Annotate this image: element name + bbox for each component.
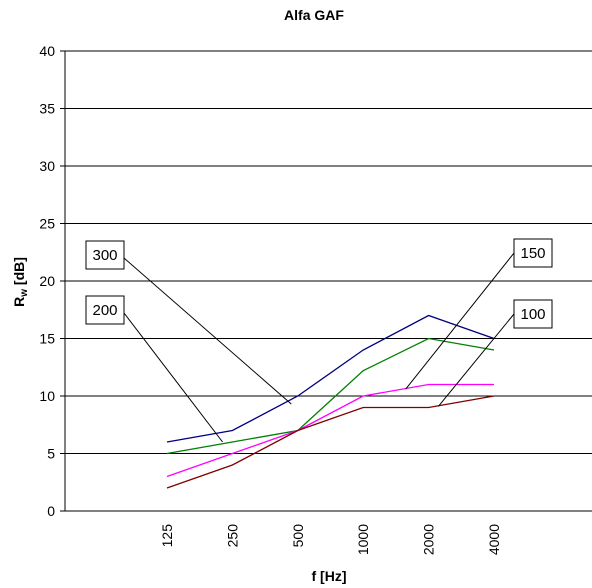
y-tick-label: 30	[39, 158, 55, 174]
series-line-100	[166, 395, 495, 489]
x-tick-label: 2000	[421, 524, 437, 555]
x-axis-label: f [Hz]	[312, 568, 347, 584]
y-tick-label: 5	[47, 446, 55, 462]
y-axis-label-unit: [dB]	[11, 257, 27, 289]
y-tick-label: 10	[39, 388, 55, 404]
y-tick-label: 35	[39, 101, 55, 117]
callout-label-150: 150	[520, 245, 545, 262]
callout-leader-150	[405, 252, 515, 390]
gridlines	[65, 50, 592, 454]
y-axis-label-sub: w	[19, 289, 30, 298]
x-tick-label: 4000	[486, 524, 502, 555]
series-line-150	[166, 383, 494, 478]
x-tick-label: 250	[224, 524, 240, 548]
y-tick-label: 0	[47, 503, 55, 519]
series-line-200	[166, 337, 495, 455]
x-axis-ticks: 125 250 500 1000 2000 4000	[159, 524, 502, 555]
y-tick-label: 15	[39, 331, 55, 347]
callout-box-150	[513, 238, 553, 268]
y-axis-label: Rw [dB]	[11, 257, 30, 307]
series-line-300	[166, 314, 495, 443]
y-tick-label: 40	[39, 43, 55, 59]
y-tick-label: 20	[39, 273, 55, 289]
y-axis-label-main: R	[11, 297, 27, 307]
callout-box-100	[513, 299, 553, 329]
callout-leader-300	[123, 257, 292, 405]
series-lines	[166, 314, 495, 489]
series-callouts: 300 200 150 100	[85, 238, 553, 443]
x-tick-label: 500	[290, 524, 306, 548]
callout-leader-200	[123, 312, 223, 443]
chart-title: Alfa GAF	[284, 7, 344, 23]
y-tick-label: 25	[39, 216, 55, 232]
y-axis-ticks: 0 5 10 15 20 25 30 35 40	[39, 43, 65, 519]
callout-label-200: 200	[92, 302, 117, 319]
callout-label-300: 300	[92, 247, 117, 264]
x-tick-label: 1000	[355, 524, 371, 555]
x-tick-label: 125	[159, 524, 175, 548]
callout-box-300	[85, 240, 125, 270]
callout-leader-100	[438, 313, 515, 407]
callout-box-200	[85, 295, 125, 325]
callout-label-100: 100	[520, 306, 545, 323]
